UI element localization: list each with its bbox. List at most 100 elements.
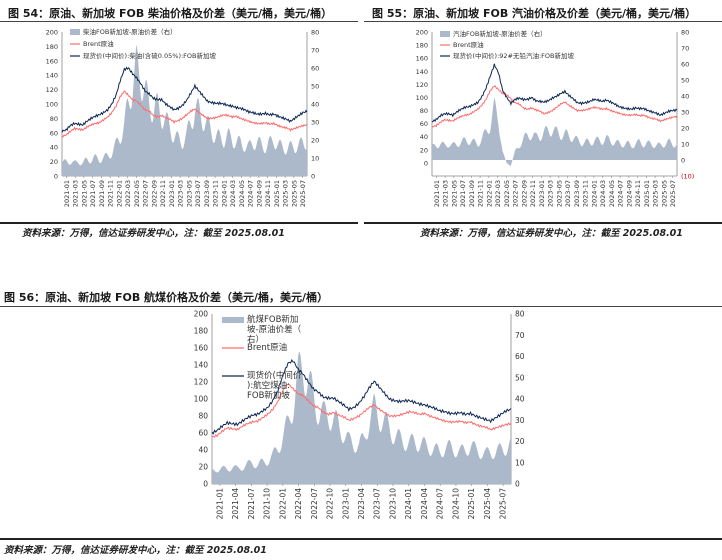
right-tick-label: 40 (681, 93, 689, 101)
x-tick-label: 2023-10 (388, 488, 397, 520)
left-tick-label: 120 (194, 378, 209, 387)
left-tick-label: 140 (416, 68, 428, 76)
brent-line-series (211, 383, 512, 438)
legend-label: 现货价(中间价):92#无铅汽油:FOB新加坡 (453, 51, 574, 60)
figure-56-title-rule (0, 306, 722, 307)
left-tick-label: 0 (424, 159, 428, 167)
right-tick-label: 60 (681, 61, 689, 69)
figure-55-source: 资料来源：万得，信达证券研发中心，注：截至 2025.08.01 (420, 228, 683, 239)
x-tick-label: 2022-09 (520, 180, 528, 207)
right-tick-label: (10) (681, 173, 694, 181)
legend-label: Brent原油 (453, 40, 484, 49)
legend-swatch-spread (70, 29, 80, 35)
left-tick-label: 200 (46, 29, 58, 37)
x-tick-label: 2025-07 (299, 180, 307, 207)
x-tick-label: 2021-10 (263, 488, 272, 520)
right-tick-label: 50 (311, 83, 319, 91)
right-tick-label: 50 (515, 373, 525, 382)
left-tick-label: 160 (194, 344, 209, 353)
x-tick-label: 2024-11 (634, 180, 642, 207)
x-tick-label: 2025-07 (669, 180, 677, 207)
x-tick-label: 2021-05 (450, 180, 458, 207)
brent-line-series (431, 85, 678, 128)
x-tick-label: 2025-03 (282, 180, 290, 207)
right-tick-label: 40 (515, 395, 525, 404)
x-tick-label: 2022-07 (142, 180, 150, 207)
x-tick-label: 2021-11 (477, 180, 485, 207)
x-tick-label: 2024-01 (220, 180, 228, 207)
figure-54-bottom-rule (0, 222, 358, 224)
x-tick-label: 2024-01 (404, 488, 413, 520)
figure-54-title: 图 54：原油、新加坡 FOB 柴油价格及价差（美元/桶，美元/桶） (8, 7, 333, 20)
figure-54-chart: 0 20 40 60 80 100 120 140 160 180 200 0 10 20 30 40 50 60… (46, 27, 320, 207)
x-tick-label: 2022-01 (115, 180, 123, 207)
left-tick-label: 100 (416, 94, 428, 102)
right-tick-label: 70 (681, 45, 689, 53)
left-tick-label: 0 (54, 173, 58, 181)
legend-label: 现货价(中间价):航空煤油: FOB新加坡 (247, 370, 302, 401)
x-tick-label: 2021-07 (89, 180, 97, 207)
x-tick-label: 2021-05 (80, 180, 88, 207)
legend-label: 汽油FOB新加坡-原油价差（右） (453, 29, 547, 38)
right-tick-label: 30 (515, 416, 525, 425)
x-tick-label: 2022-05 (503, 180, 511, 207)
x-tick-label: 2024-07 (617, 180, 625, 207)
right-tick-label: 50 (681, 77, 689, 85)
legend-label: 现货价(中间价):柴油(含硫0.05%):FOB新加坡 (83, 51, 216, 60)
left-tick-label: 20 (420, 146, 428, 154)
left-tick-label: 80 (420, 107, 428, 115)
right-tick-label: 30 (681, 109, 689, 117)
figure-54-title-rule (0, 21, 358, 22)
figure-56-bottom-rule (0, 538, 722, 540)
left-tick-label: 140 (46, 72, 58, 80)
x-tick-label: 2023-01 (341, 488, 350, 520)
left-tick-label: 200 (416, 29, 428, 37)
spot-price-line-series (211, 359, 512, 435)
right-tick-label: 80 (515, 310, 525, 319)
x-tick-label: 2025-04 (483, 488, 492, 520)
x-tick-label: 2023-07 (373, 488, 382, 520)
x-tick-label: 2022-05 (133, 180, 141, 207)
right-tick-label: 60 (515, 352, 525, 361)
left-tick-label: 120 (416, 81, 428, 89)
x-tick-label: 2021-04 (231, 488, 240, 520)
right-tick-label: 10 (681, 141, 689, 149)
x-tick-label: 2024-10 (451, 488, 460, 520)
legend-label: Brent原油 (247, 342, 287, 353)
figure-56-chart: 0 20 40 60 80 100 120 140 160 180 200 0 10 20 30 40 50 60… (194, 310, 525, 520)
x-tick-label: 2021-01 (63, 180, 71, 207)
brent-line-series (61, 90, 308, 138)
legend-label: 航煤FOB新加坡-原油价差（右） (247, 314, 302, 345)
right-tick-label: 10 (311, 155, 319, 163)
x-tick-label: 2024-09 (625, 180, 633, 207)
left-tick-label: 60 (50, 129, 58, 137)
left-tick-label: 120 (46, 86, 58, 94)
spread-area-series (62, 44, 307, 176)
legend-swatch-spread (222, 317, 244, 323)
x-tick-label: 2021-09 (468, 180, 476, 207)
spread-area-series (432, 97, 677, 166)
right-tick-label: 80 (681, 29, 689, 37)
left-tick-label: 160 (46, 57, 58, 65)
left-tick-label: 80 (50, 115, 58, 123)
figure-55-title-rule (364, 21, 722, 22)
right-tick-label: 60 (311, 65, 319, 73)
spread-area-series (212, 351, 511, 484)
x-tick-label: 2022-07 (512, 180, 520, 207)
x-tick-label: 2022-04 (294, 488, 303, 520)
x-tick-label: 2023-07 (564, 180, 572, 207)
left-tick-label: 160 (416, 55, 428, 63)
right-tick-label: 40 (311, 101, 319, 109)
x-tick-label: 2023-01 (538, 180, 546, 207)
x-tick-label: 2023-03 (177, 180, 185, 207)
right-tick-label: 80 (311, 29, 319, 37)
x-tick-label: 2024-03 (229, 180, 237, 207)
x-tick-label: 2023-09 (573, 180, 581, 207)
left-tick-label: 180 (46, 43, 58, 51)
x-tick-label: 2025-03 (652, 180, 660, 207)
spot-price-line-series (61, 66, 308, 133)
left-tick-label: 200 (194, 310, 209, 319)
left-tick-label: 40 (198, 446, 208, 455)
legend-label: Brent原油 (83, 39, 114, 48)
x-tick-label: 2022-03 (494, 180, 502, 207)
